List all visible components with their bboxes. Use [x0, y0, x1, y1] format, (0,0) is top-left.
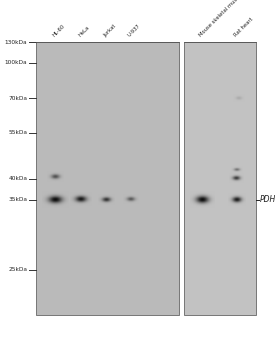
- Bar: [184, 42, 256, 315]
- Text: HL-60: HL-60: [51, 23, 66, 38]
- Bar: [36, 42, 179, 315]
- Text: PDHB: PDHB: [260, 195, 275, 204]
- Text: 40kDa: 40kDa: [9, 176, 28, 181]
- Text: HeLa: HeLa: [78, 25, 90, 38]
- Text: 70kDa: 70kDa: [9, 96, 28, 100]
- Text: U-937: U-937: [127, 23, 142, 38]
- Text: Jurkat: Jurkat: [102, 23, 117, 38]
- Text: 100kDa: 100kDa: [5, 61, 28, 65]
- Text: 25kDa: 25kDa: [9, 267, 28, 272]
- Text: 130kDa: 130kDa: [5, 40, 28, 44]
- Text: Rat heart: Rat heart: [233, 17, 254, 38]
- Text: 55kDa: 55kDa: [9, 131, 28, 135]
- Text: 35kDa: 35kDa: [9, 197, 28, 202]
- Text: Mouse skeletal muscle: Mouse skeletal muscle: [199, 0, 244, 38]
